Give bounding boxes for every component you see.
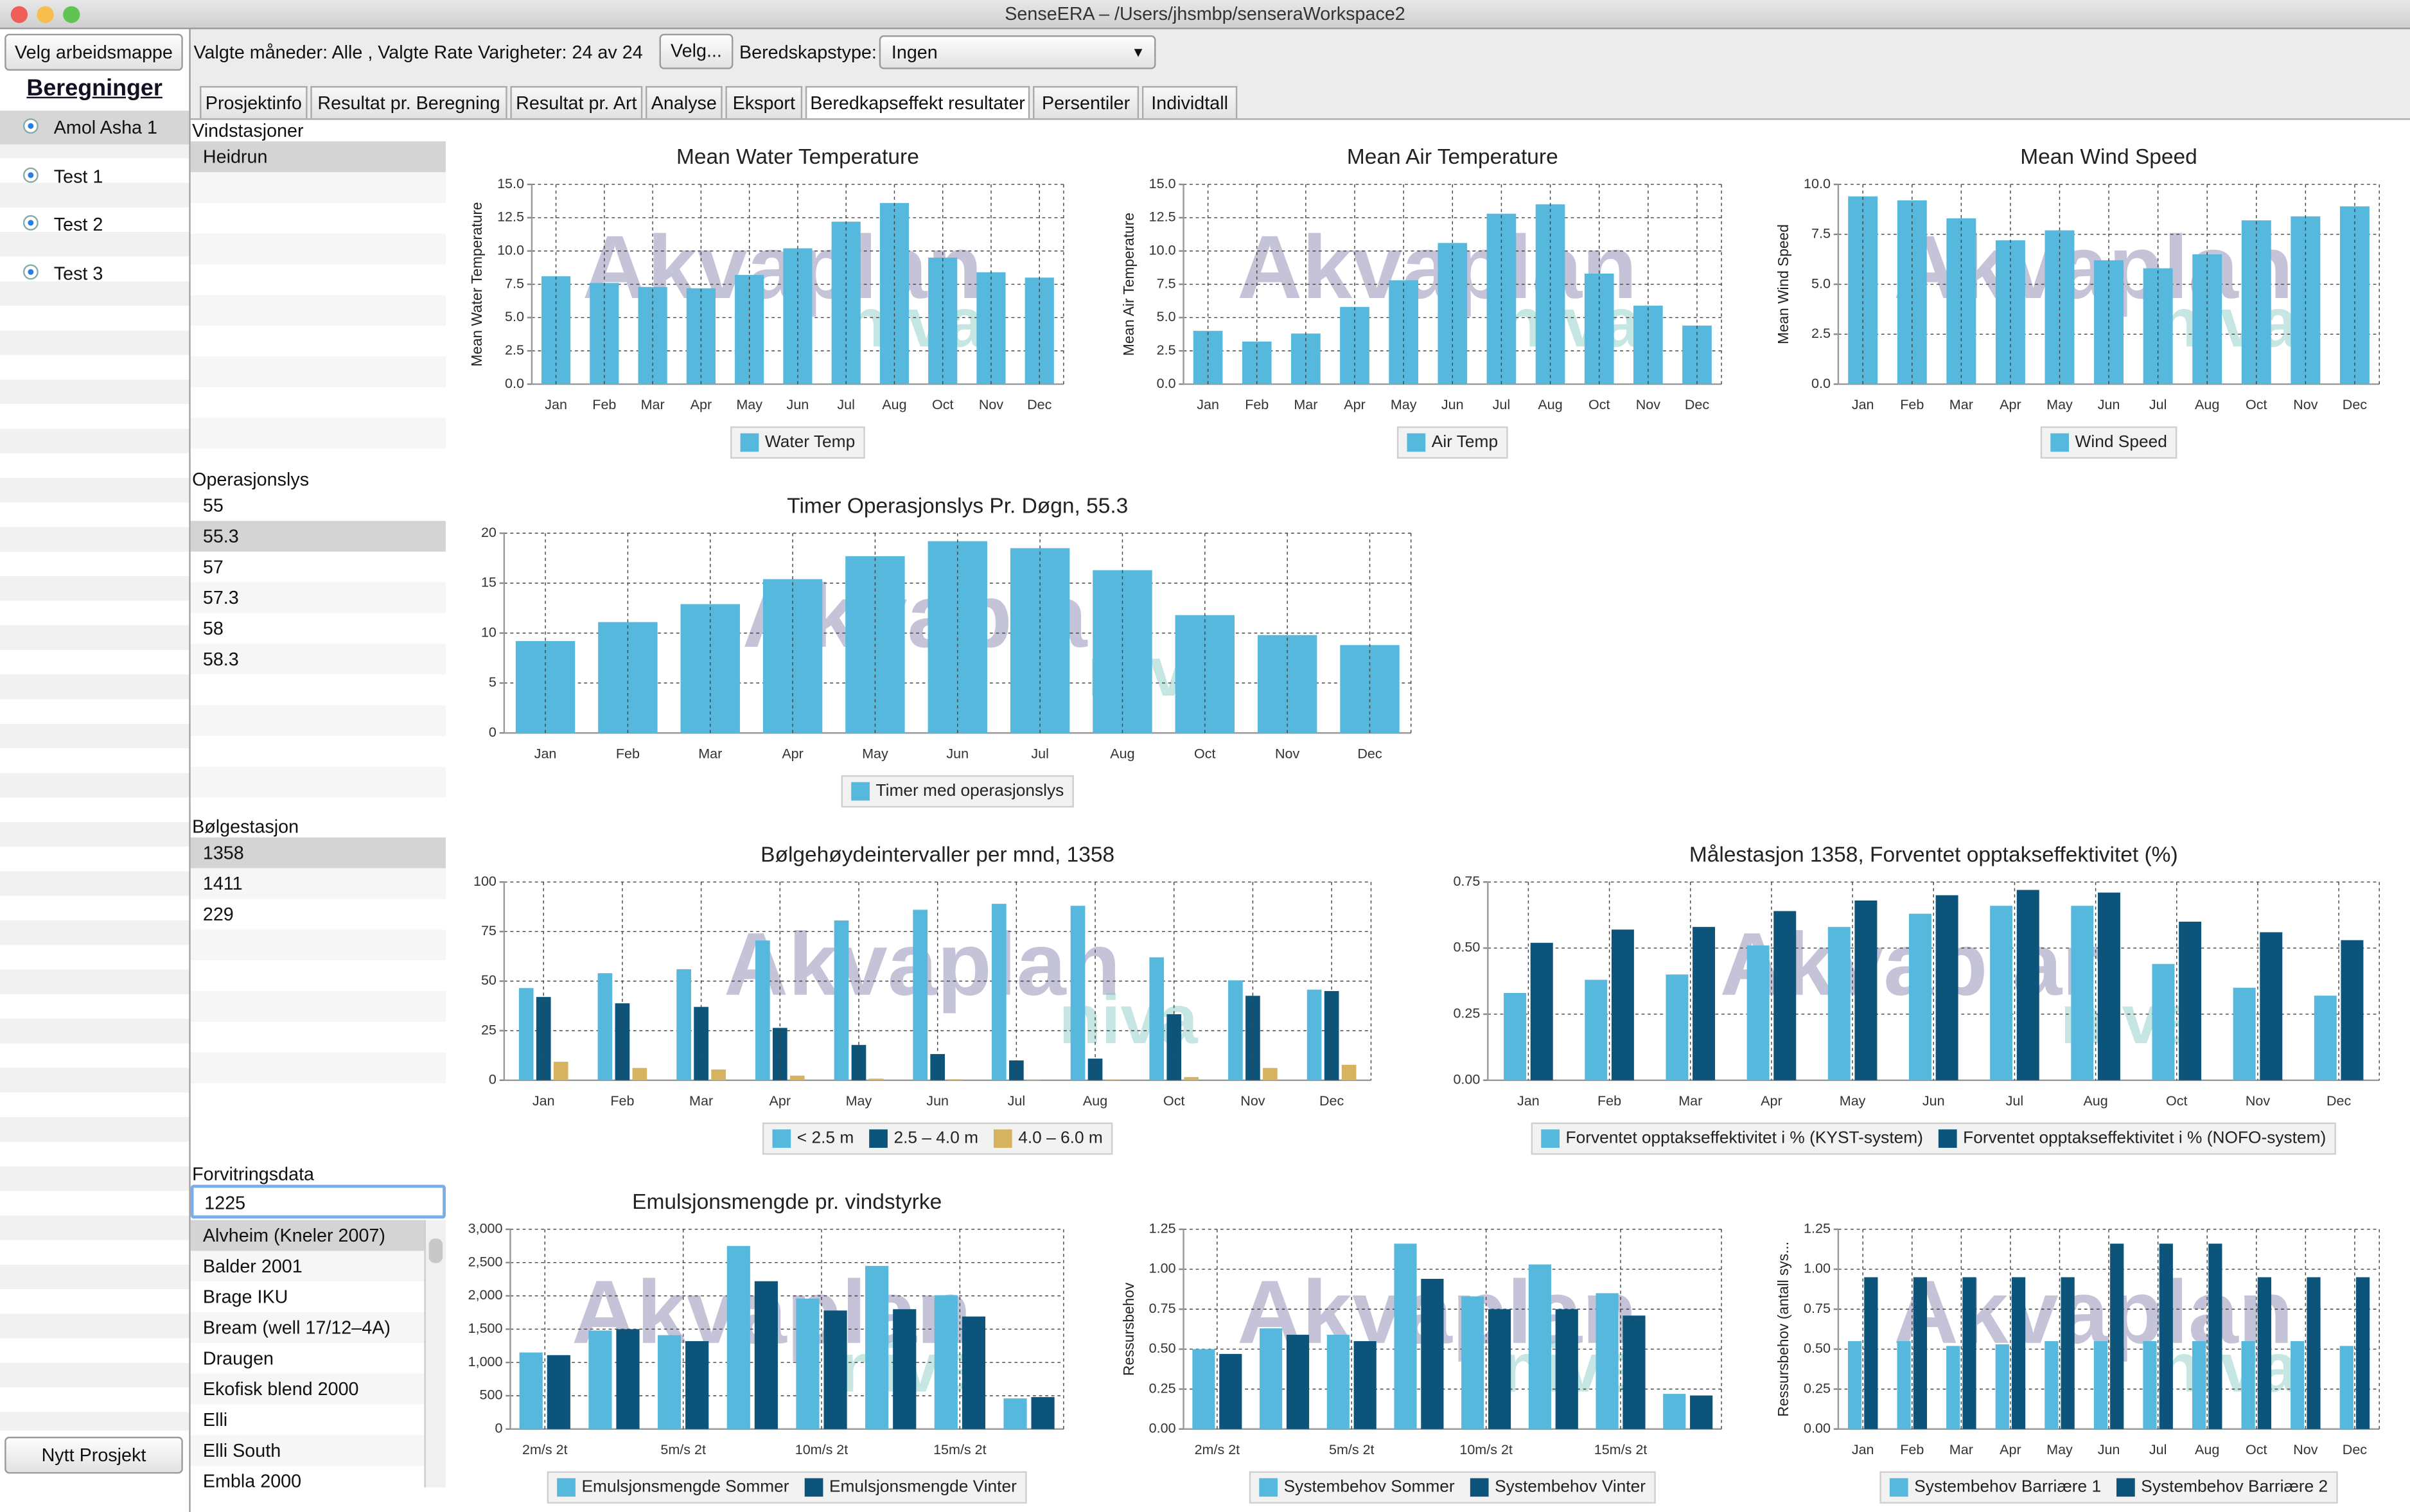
tab[interactable]: Prosjektinfo [200,85,308,120]
list-item[interactable]: Brage IKU [202,1286,288,1308]
list-item[interactable]: 57 [202,556,224,578]
project-label: Test 1 [53,165,103,188]
project-label: Test 2 [53,214,103,236]
search-input[interactable]: 1225 [190,1184,446,1219]
sidebar: Velg arbeidsmappe Beregninger Amol Asha … [0,29,191,1512]
list-item[interactable]: 55.3 [190,520,446,552]
list-item[interactable]: 58 [202,617,224,640]
list-label: Vindstasjoner [192,119,304,142]
scrollbar[interactable] [424,1220,446,1488]
workspace-button[interactable]: Velg arbeidsmappe [4,33,183,71]
type-label: Beredskapstype: [739,41,877,64]
list-item[interactable]: 55 [202,495,224,516]
weathering-list: Alvheim (Kneler 2007) Balder 2001 Brage IK… [190,1220,446,1488]
project-list: Amol Asha 1 Test 1 Test 2 Test 3 [0,109,189,1431]
selection-lists: Vindstasjoner Heidrun Operasjonslys 55 55.3 5… [190,118,448,1512]
tab-bar: Prosjektinfo Resultat pr. Beregning Result… [0,0,2410,123]
project-item[interactable]: Test 2 [0,208,189,242]
project-label: Amol Asha 1 [53,116,157,139]
minimize-button[interactable] [37,6,54,23]
list-label: Operasjonslys [192,468,310,491]
list-label: Forvitringsdata [192,1163,315,1185]
list-item[interactable]: Draugen [202,1348,274,1369]
list-item[interactable]: 1411 [202,872,243,895]
list: Heidrun [190,141,446,457]
list-item[interactable]: Bream (well 17/12–4A) [202,1317,391,1339]
tab[interactable]: Resultat pr. Art [510,85,643,120]
tab[interactable]: Persentiler [1033,85,1139,120]
radio-button[interactable] [22,118,39,134]
list-item[interactable]: 57.3 [202,586,239,609]
list-item[interactable]: 58.3 [202,648,239,671]
list-item[interactable]: Elli South [202,1439,281,1462]
list-item[interactable]: Ekofisk blend 2000 [202,1378,359,1400]
zoom-button[interactable] [63,6,80,23]
type-dropdown[interactable]: Ingen ▼ [879,35,1156,69]
close-button[interactable] [10,6,28,23]
sidebar-heading: Beregninger [26,75,163,101]
list: 55 55.3 57 57.3 58 58.3 [190,490,446,805]
content-panel [190,118,2410,1512]
list-label: Bølgestasjon [192,816,299,838]
project-item[interactable]: Amol Asha 1 [0,110,189,145]
selection-text: Valgte måneder: Alle , Valgte Rate Varig… [193,41,643,64]
list-item[interactable]: 229 [202,903,234,926]
tab[interactable]: Resultat pr. Beregning [310,85,507,120]
project-label: Test 3 [53,263,103,285]
radio-button[interactable] [22,215,39,231]
choose-button[interactable]: Velg... [659,33,734,69]
list-item[interactable]: Elli [202,1409,228,1431]
radio-button[interactable] [22,167,39,182]
type-value: Ingen [891,41,938,64]
list-item[interactable]: Alvheim (Kneler 2007) [190,1220,425,1251]
tab[interactable]: Eksport [725,85,803,120]
list-item[interactable]: Balder 2001 [202,1255,303,1278]
tab[interactable]: Analyse [646,85,723,120]
radio-button[interactable] [22,264,39,280]
tab[interactable]: Individtall [1141,85,1238,120]
title-bar: SenseERA – /Users/jhsmbp/senseraWorkspac… [0,0,2410,30]
new-project-button[interactable]: Nytt Prosjekt [4,1436,183,1474]
list-item[interactable]: Heidrun [190,141,446,172]
scroll-thumb[interactable] [428,1238,443,1263]
list-item[interactable]: Embla 2000 [202,1470,302,1488]
tab[interactable]: Beredkapseffekt resultater [805,85,1030,120]
project-item[interactable]: Test 1 [0,159,189,193]
list-item[interactable]: 1358 [190,837,446,868]
window-title: SenseERA – /Users/jhsmbp/senseraWorkspac… [1005,3,1405,25]
list: 1358 1411 229 [190,837,446,1107]
project-item[interactable]: Test 3 [0,257,189,291]
